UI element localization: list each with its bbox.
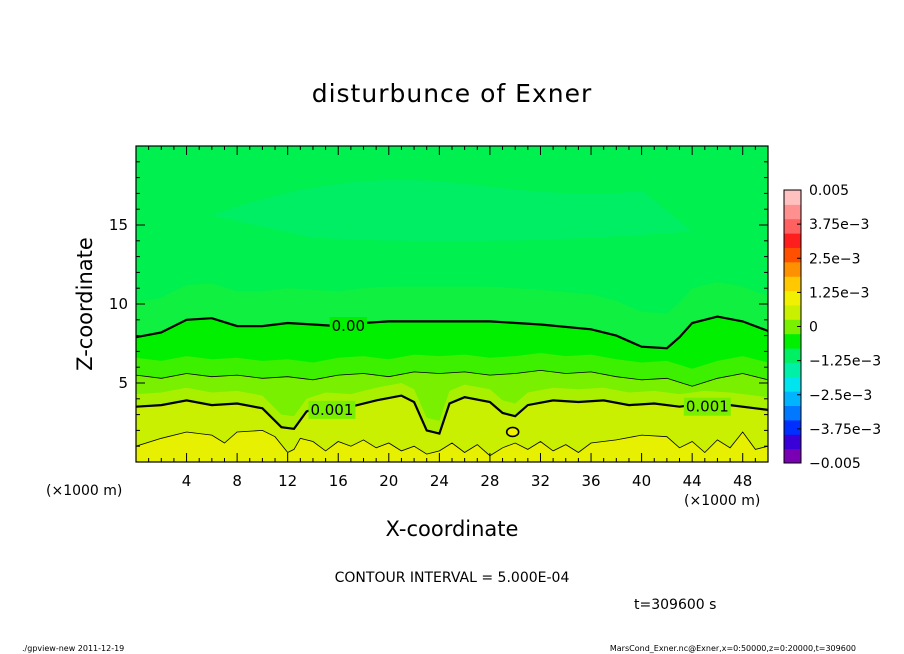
x-tick-label: 40 [632, 472, 651, 490]
contour-label-bg-2 [683, 397, 731, 416]
contour-label-1: 0.001 [310, 401, 353, 419]
colorbar-tick-label: 0.005 [809, 183, 849, 199]
x-tick-label: 48 [733, 472, 752, 490]
x-tick-label: 8 [232, 472, 242, 490]
band-upper-tint [211, 179, 693, 242]
x-tick-label: 20 [379, 472, 398, 490]
y-tick-label: 10 [109, 295, 128, 313]
colorbar-segment [784, 247, 801, 263]
contour-line-0015 [136, 429, 768, 457]
time-label: t=309600 s [634, 597, 716, 613]
colorbar-tick-label: 2.5e−3 [809, 251, 861, 267]
colorbar-segment [784, 218, 801, 234]
plot-area: 0.00 0.001 0.001 [135, 145, 769, 463]
colorbar-segment [784, 304, 801, 320]
colorbar-segment [784, 276, 801, 292]
x-unit-left: (×1000 m) [46, 483, 122, 499]
colorbar-segment [784, 376, 801, 392]
contour-label-bg-0 [329, 317, 368, 336]
colorbar-segment [784, 261, 801, 277]
colorbar-tick-label: 1.25e−3 [809, 285, 869, 301]
contour-line-001 [136, 394, 768, 435]
contour-label-0: 0.00 [332, 317, 365, 335]
colorbar-tick-label: 0 [809, 320, 818, 336]
footer-left: ./gpview-new 2011-12-19 [22, 644, 124, 653]
x-tick-label: 12 [278, 472, 297, 490]
colorbar-tick-label: −1.25e−3 [809, 354, 881, 370]
y-axis-label: Z-coordinate [73, 237, 97, 371]
x-unit-right: (×1000 m) [684, 493, 760, 509]
colorbar-tick-label: −2.5e−3 [809, 388, 872, 404]
colorbar-segment [784, 233, 801, 248]
colorbar-segment [784, 362, 801, 378]
x-tick-label: 28 [480, 472, 499, 490]
colorbar-segment [784, 448, 801, 464]
chart-title: disturbunce of Exner [312, 79, 593, 108]
y-tick-label: 15 [109, 216, 128, 234]
y-tick-label: 5 [118, 374, 128, 392]
colorbar-tick-label: −0.005 [809, 456, 861, 472]
x-tick-label: 24 [430, 472, 449, 490]
colorbar-segment [784, 204, 801, 220]
colorbar-segment [784, 434, 801, 450]
contour-closed-0015 [505, 426, 520, 438]
x-tick-label: 44 [683, 472, 702, 490]
y-axis: 5 10 15 [109, 145, 768, 463]
colorbar-segment [784, 319, 801, 335]
colorbar-segment [784, 190, 801, 205]
colorbar: 0.005 3.75e−3 2.5e−3 1.25e−3 0 −1.25e−3 −2.5e−… [783, 183, 881, 472]
contour-line-0005 [136, 369, 768, 387]
x-tick-label: 16 [329, 472, 348, 490]
contour-label-2: 0.001 [686, 398, 729, 416]
colorbar-segment [784, 333, 801, 349]
x-axis-label: X-coordinate [386, 517, 519, 541]
contour-interval-note: CONTOUR INTERVAL = 5.000E-04 [335, 570, 570, 586]
footer-right: MarsCond_Exner.nc@Exner,x=0:50000,z=0:20… [610, 644, 856, 653]
band-level-0015 [136, 430, 768, 462]
colorbar-segment [784, 348, 801, 363]
colorbar-segment [784, 391, 801, 407]
colorbar-segment [784, 290, 801, 306]
x-axis: 4 8 12 16 20 24 28 32 36 40 44 48 [135, 146, 769, 490]
contour-label-bg-1 [308, 400, 356, 419]
x-tick-label: 32 [531, 472, 550, 490]
x-tick-label: 36 [581, 472, 600, 490]
colorbar-segment [784, 419, 801, 435]
contour-line-zero [136, 315, 768, 350]
colorbar-segment [784, 405, 801, 421]
colorbar-tick-label: −3.75e−3 [809, 422, 881, 438]
colorbar-tick-label: 3.75e−3 [809, 217, 869, 233]
x-tick-label: 4 [182, 472, 192, 490]
